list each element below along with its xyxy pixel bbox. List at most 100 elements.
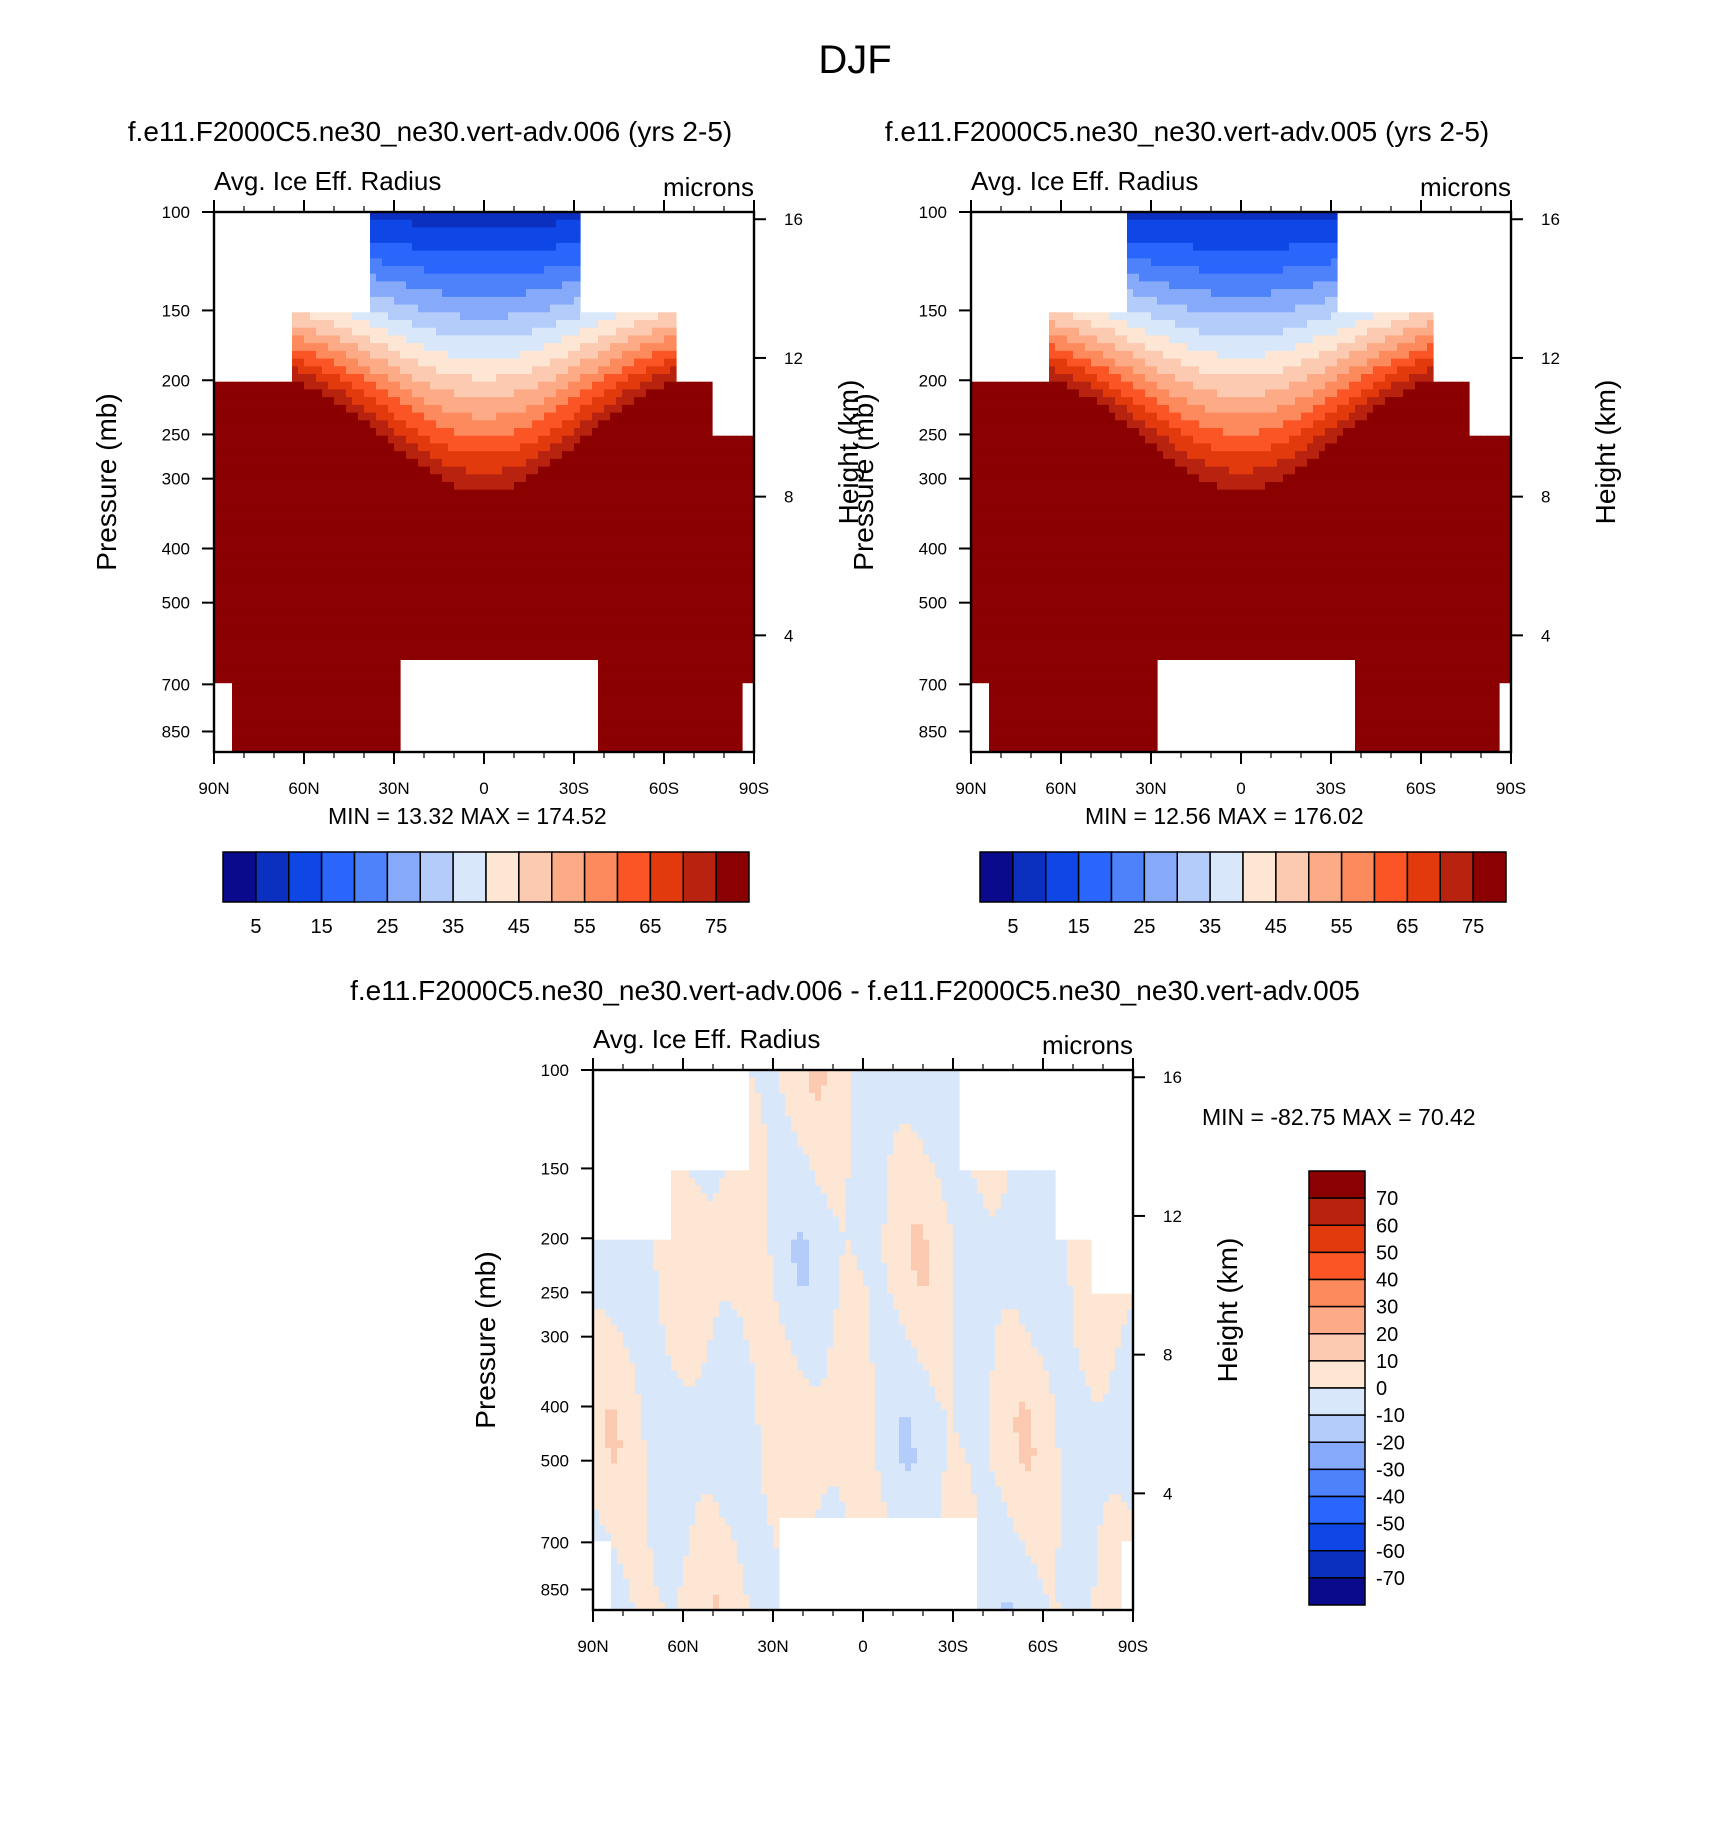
contour-cell <box>370 682 377 691</box>
contour-cell <box>268 628 275 637</box>
contour-cell <box>268 389 275 398</box>
contour-cell <box>448 651 455 660</box>
colorbar-box <box>452 851 487 903</box>
contour-cell <box>646 628 653 637</box>
contour-cell <box>214 520 221 529</box>
contour-cell <box>400 266 407 275</box>
contour-cell <box>328 543 335 552</box>
contour-cell <box>370 489 377 498</box>
contour-cell <box>466 590 473 599</box>
contour-cell <box>280 628 287 637</box>
contour-cell <box>712 505 719 514</box>
contour-cell <box>454 497 461 506</box>
contour-cell <box>466 304 473 313</box>
contour-cell <box>274 520 281 529</box>
contour-cell <box>370 736 377 745</box>
contour-cell <box>628 320 635 329</box>
contour-cell <box>352 736 359 745</box>
contour-cell <box>310 690 317 699</box>
contour-cell <box>352 397 359 406</box>
contour-cell <box>478 358 485 367</box>
contour-cell <box>484 320 491 329</box>
contour-cell <box>604 551 611 560</box>
contour-cell <box>664 528 671 537</box>
contour-cell <box>748 590 755 599</box>
contour-cell <box>514 628 521 637</box>
contour-cell <box>664 574 671 583</box>
contour-cell <box>616 674 623 684</box>
contour-cell <box>562 304 569 313</box>
contour-cell <box>322 644 329 653</box>
contour-cell <box>262 551 269 560</box>
contour-cell <box>460 451 467 460</box>
contour-cell <box>586 651 593 660</box>
contour-cell <box>442 266 449 275</box>
contour-cell <box>748 451 755 460</box>
contour-cell <box>514 582 521 591</box>
contour-cell <box>232 466 239 475</box>
contour-cell <box>400 412 407 421</box>
contour-cell <box>670 343 677 352</box>
colorbar-box <box>353 851 389 903</box>
contour-cell <box>334 651 341 660</box>
contour-cell <box>472 366 479 375</box>
contour-cell <box>550 219 557 228</box>
contour-cell <box>418 582 425 591</box>
contour-cell <box>226 489 233 498</box>
contour-cell <box>460 335 467 344</box>
contour-cell <box>394 659 401 668</box>
contour-cell <box>352 705 359 714</box>
contour-cell <box>280 397 287 406</box>
contour-cell <box>562 312 569 321</box>
contour-cell <box>484 212 491 221</box>
contour-cell <box>322 574 329 583</box>
contour-cell <box>358 651 365 660</box>
contour-cell <box>292 381 299 390</box>
contour-cell <box>640 628 647 637</box>
contour-cell <box>358 713 365 722</box>
contour-cell <box>568 597 575 606</box>
contour-cell <box>292 574 299 583</box>
contour-cell <box>514 420 521 429</box>
contour-cell <box>574 289 581 298</box>
contour-cell <box>250 682 257 691</box>
contour-cell <box>322 466 329 475</box>
contour-cell <box>688 458 695 468</box>
contour-cell <box>652 613 659 622</box>
contour-cell <box>298 435 305 444</box>
contour-cell <box>502 242 509 252</box>
contour-cell <box>274 613 281 622</box>
contour-cell <box>742 582 749 591</box>
contour-cell <box>544 258 551 267</box>
contour-cell <box>706 728 713 738</box>
contour-cell <box>484 428 491 437</box>
colorbar-box <box>320 851 356 903</box>
contour-cell <box>544 512 551 522</box>
contour-cell <box>616 605 623 614</box>
contour-cell <box>466 381 473 390</box>
contour-cell <box>736 505 743 514</box>
contour-cell <box>232 628 239 637</box>
contour-cell <box>244 682 251 691</box>
contour-cell <box>448 320 455 329</box>
contour-cell <box>706 412 713 421</box>
contour-cell <box>376 690 383 699</box>
contour-cell <box>454 343 461 352</box>
contour-cell <box>310 466 317 475</box>
contour-cell <box>730 628 737 637</box>
contour-cell <box>628 698 635 707</box>
contour-cell <box>268 505 275 514</box>
contour-cell <box>490 536 497 545</box>
contour-cell <box>724 451 731 460</box>
contour-cell <box>436 512 443 522</box>
contour-cell <box>346 474 353 483</box>
contour-cell <box>652 482 659 491</box>
contour-cell <box>358 659 365 668</box>
contour-cell <box>424 582 431 591</box>
contour-cell <box>454 219 461 228</box>
contour-cell <box>748 466 755 475</box>
contour-cell <box>214 597 221 606</box>
contour-cell <box>646 551 653 560</box>
contour-cell <box>598 343 605 352</box>
contour-cell <box>616 505 623 514</box>
